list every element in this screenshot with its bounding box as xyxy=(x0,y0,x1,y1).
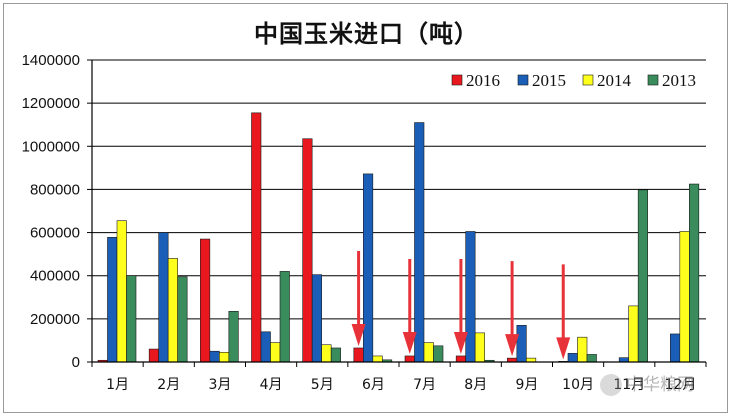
x-tick-label: 2月 xyxy=(157,377,180,393)
legend-label: 2015 xyxy=(532,71,566,90)
legend-label: 2013 xyxy=(662,71,696,90)
bar-2015-4 xyxy=(311,274,322,363)
legend-label: 2014 xyxy=(597,71,632,90)
watermark-text: 中华粮网 xyxy=(626,375,694,395)
bar-2015-0 xyxy=(107,237,118,363)
x-tick-label: 10月 xyxy=(562,377,594,393)
bar-2014-1 xyxy=(167,258,178,363)
x-tick-label: 12月 xyxy=(665,377,697,393)
down-arrow-icon xyxy=(402,258,417,354)
bar-2015-6 xyxy=(414,122,425,363)
down-arrow-icon xyxy=(556,264,571,360)
down-arrow-icon xyxy=(453,258,468,354)
bar-2016-2 xyxy=(200,238,211,363)
x-tick-label: 9月 xyxy=(515,377,538,393)
bar-2013-2 xyxy=(228,311,239,363)
bar-2013-4 xyxy=(330,347,341,363)
legend-swatch xyxy=(451,74,463,86)
bar-2015-7 xyxy=(465,231,476,363)
bar-2013-3 xyxy=(279,271,290,363)
x-axis-categories: 1月 2月 3月 4月 5月 6月 7月 8月 9月 10月 11月 12月 xyxy=(106,377,696,393)
legend-swatch xyxy=(517,74,529,86)
legend-swatch xyxy=(647,74,659,86)
bar-2016-5 xyxy=(353,347,364,363)
bar-2016-6 xyxy=(404,355,415,363)
logo-icon xyxy=(600,374,622,396)
x-tick-label: 1月 xyxy=(106,377,129,393)
bar-2013-1 xyxy=(177,276,188,363)
y-tick-label: 1400000 xyxy=(22,52,80,69)
bar-2014-4 xyxy=(321,344,332,363)
bar-2014-3 xyxy=(270,342,281,363)
bar-2013-9 xyxy=(586,354,597,363)
bar-2014-5 xyxy=(372,355,383,363)
bar-2015-2 xyxy=(209,350,220,363)
x-tick-label: 4月 xyxy=(260,377,283,393)
y-tick-label: 800000 xyxy=(30,181,80,198)
axes xyxy=(91,60,707,367)
bar-2014-10 xyxy=(628,305,639,363)
gridlines xyxy=(92,59,706,320)
y-tick-label: 400000 xyxy=(30,268,80,285)
bar-2015-3 xyxy=(260,331,271,363)
bar-2015-5 xyxy=(363,173,374,363)
down-arrow-icon xyxy=(351,250,366,346)
bar-2016-7 xyxy=(455,355,466,363)
bar-2015-8 xyxy=(516,325,527,363)
legend: 2016 2015 2014 2013 xyxy=(451,71,696,90)
x-tick-label: 5月 xyxy=(311,377,334,393)
chart-title: 中国玉米进口（吨） xyxy=(254,20,479,48)
y-tick-label: 600000 xyxy=(30,225,80,242)
down-arrow-icon xyxy=(505,261,520,357)
y-axis-ticks: 0 200000 400000 600000 800000 1000000 1200000 1… xyxy=(22,52,92,371)
x-tick-label: 3月 xyxy=(208,377,231,393)
bar-2013-10 xyxy=(637,189,648,363)
bar-2014-7 xyxy=(474,332,485,363)
bar-2014-2 xyxy=(219,351,230,363)
x-tick-label: 7月 xyxy=(413,377,436,393)
y-tick-label: 200000 xyxy=(30,311,80,328)
legend-label: 2016 xyxy=(466,71,500,90)
bar-2014-6 xyxy=(423,342,434,363)
legend-swatch xyxy=(582,74,594,86)
bar-2016-4 xyxy=(302,138,313,363)
x-tick-label: 11月 xyxy=(613,377,645,393)
bar-2014-11 xyxy=(679,231,690,363)
bar-2014-9 xyxy=(577,336,588,363)
bar-2014-0 xyxy=(116,220,127,363)
x-tick-label: 6月 xyxy=(362,377,385,393)
watermark: 中华粮网 xyxy=(600,370,694,396)
y-tick-label: 1000000 xyxy=(22,138,80,155)
bar-2016-1 xyxy=(148,348,159,363)
arrows xyxy=(351,250,571,360)
bar-2015-10 xyxy=(618,357,629,363)
bar-2013-11 xyxy=(689,183,700,363)
bar-2013-6 xyxy=(433,345,444,363)
bar-2013-0 xyxy=(126,275,137,363)
bar-2015-1 xyxy=(158,232,169,363)
bar-2016-3 xyxy=(251,112,262,363)
bar-2015-9 xyxy=(567,353,578,363)
bar-2015-11 xyxy=(670,333,681,363)
x-tick-label: 8月 xyxy=(464,377,487,393)
y-tick-label: 1200000 xyxy=(22,95,80,112)
bars xyxy=(97,112,700,363)
y-tick-label: 0 xyxy=(72,354,80,371)
